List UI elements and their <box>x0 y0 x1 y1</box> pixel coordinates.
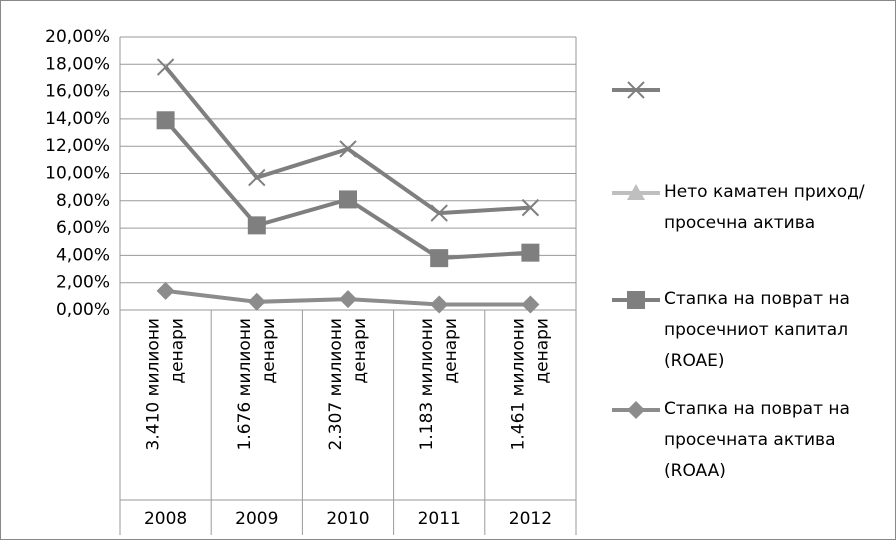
legend-label-box: Стапка на поврат на просечниот капитал (… <box>664 289 850 371</box>
marker-stroke <box>430 204 448 222</box>
x-tick-label: 2011 <box>418 509 461 529</box>
x-tick-label: 2012 <box>509 509 552 529</box>
x-sublabel: 2.307 милиони <box>326 318 346 450</box>
y-tick-label: 12,00% <box>45 136 110 156</box>
marker-x <box>248 168 266 187</box>
marker-square <box>247 216 266 235</box>
marker-x <box>521 198 540 217</box>
marker-diamond <box>430 295 449 314</box>
marker-stroke <box>627 81 645 99</box>
x-tick-label: 2010 <box>326 509 369 529</box>
marker-square <box>627 291 645 309</box>
marker-square <box>339 190 357 209</box>
legend-label: Нето каматен приход/просечна актива <box>664 182 865 233</box>
marker-diamond <box>521 295 540 314</box>
legend-label: Стапка на поврат на просечниот капитал (… <box>664 289 850 371</box>
marker-x <box>430 204 448 222</box>
x-sublabel: 1.183 милиони <box>417 318 437 450</box>
marker-stroke <box>339 140 357 158</box>
marker-stroke <box>521 198 540 217</box>
y-tick-label: 4,00% <box>56 245 110 265</box>
x-sublabel: 1.461 милиони <box>508 318 528 450</box>
x-sublabel: денари <box>532 318 552 384</box>
marker-diamond <box>339 290 357 309</box>
y-tick-label: 8,00% <box>56 191 110 211</box>
marker-x <box>339 140 357 158</box>
legend-label: Стапка на поврат на просечната актива (R… <box>664 399 850 481</box>
marker-x <box>627 81 645 99</box>
marker-x <box>156 58 175 76</box>
marker-stroke <box>248 168 266 187</box>
marker-diamond <box>627 401 645 419</box>
y-tick-label: 6,00% <box>56 218 110 238</box>
y-tick-label: 16,00% <box>45 82 110 102</box>
marker-diamond <box>156 281 175 300</box>
marker-square <box>430 249 449 268</box>
legend-label-box: Нето каматен приход/просечна актива <box>664 182 865 233</box>
x-tick-label: 2008 <box>144 509 187 529</box>
marker-stroke <box>156 58 175 76</box>
x-sublabel: денари <box>441 318 461 384</box>
y-tick-label: 0,00% <box>56 300 110 320</box>
y-tick-label: 10,00% <box>45 164 110 184</box>
y-tick-label: 18,00% <box>45 54 110 74</box>
y-tick-label: 2,00% <box>56 273 110 293</box>
x-sublabel: денари <box>350 318 370 384</box>
x-sublabel: денари <box>259 318 279 384</box>
legend-label-box: Стапка на поврат на просечната актива (R… <box>664 399 850 481</box>
y-tick-label: 20,00% <box>45 27 110 47</box>
x-tick-label: 2009 <box>235 509 278 529</box>
x-sublabel: 1.676 милиони <box>235 318 255 450</box>
y-tick-label: 14,00% <box>45 109 110 129</box>
marker-triangle <box>627 184 645 200</box>
x-sublabel: 3.410 милиони <box>144 318 164 450</box>
x-sublabel: денари <box>168 318 188 384</box>
marker-diamond <box>247 292 266 311</box>
marker-square <box>156 111 175 130</box>
marker-square <box>521 243 540 262</box>
